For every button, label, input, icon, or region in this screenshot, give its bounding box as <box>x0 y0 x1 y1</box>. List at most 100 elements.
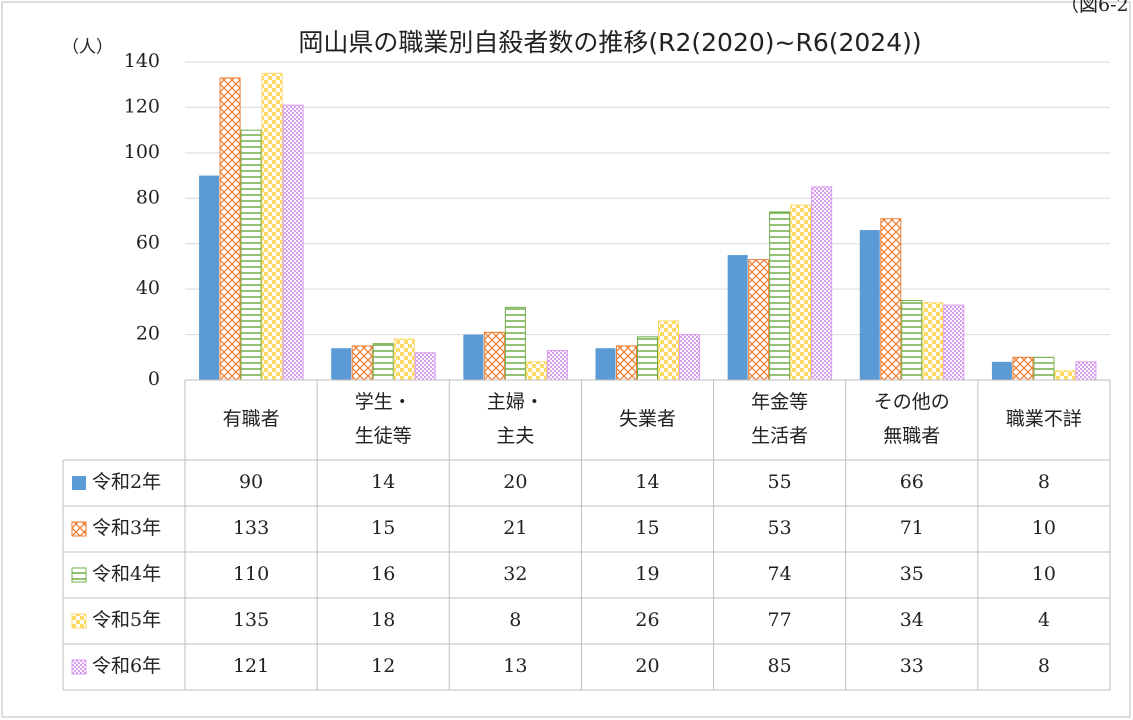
table-value: 32 <box>503 563 527 585</box>
table-value: 15 <box>635 517 659 539</box>
table-value: 19 <box>635 563 659 585</box>
table-value: 26 <box>635 609 659 631</box>
bar <box>331 348 352 380</box>
bar <box>372 343 394 381</box>
bar <box>859 230 880 380</box>
table-value: 18 <box>371 609 395 631</box>
y-tick-label: 80 <box>136 186 160 208</box>
legend-swatch <box>71 613 87 629</box>
table-value: 14 <box>371 471 395 493</box>
bar <box>616 345 637 381</box>
table-value: 13 <box>503 655 527 677</box>
table-value: 21 <box>503 517 527 539</box>
table-value: 20 <box>503 471 527 493</box>
bar <box>351 345 373 381</box>
bar <box>414 352 436 381</box>
bar <box>943 304 965 381</box>
bar <box>901 300 923 381</box>
bar <box>240 129 262 381</box>
category-label: その他の無職者 <box>874 391 950 447</box>
table-value: 133 <box>233 517 269 539</box>
bar <box>1075 361 1097 381</box>
bar <box>282 104 304 381</box>
category-label: 学生・生徒等 <box>355 391 412 447</box>
bar <box>393 338 415 381</box>
table-value: 35 <box>900 563 924 585</box>
bar <box>595 348 616 380</box>
bar <box>811 186 833 381</box>
table-value: 53 <box>768 517 792 539</box>
bar <box>219 77 241 381</box>
bar <box>658 320 679 381</box>
legend-swatch <box>71 659 87 675</box>
table-value: 34 <box>900 609 924 631</box>
bar <box>546 349 568 381</box>
legend-swatch <box>71 567 87 583</box>
chart-title: 岡山県の職業別自殺者数の推移(R2(2020)~R6(2024)) <box>298 28 921 57</box>
y-axis-label: （人） <box>62 38 113 58</box>
table-value: 55 <box>768 471 792 493</box>
legend-label: 令和5年 <box>92 609 161 631</box>
category-label: 有職者 <box>223 408 280 430</box>
table-value: 90 <box>239 471 263 493</box>
table-value: 121 <box>233 655 269 677</box>
legend-label: 令和3年 <box>92 517 161 539</box>
legend-label: 令和6年 <box>92 655 161 677</box>
table-value: 71 <box>900 517 924 539</box>
bar <box>504 306 526 381</box>
table-value: 16 <box>371 563 395 585</box>
bar <box>261 72 283 381</box>
legend-label: 令和2年 <box>92 471 161 493</box>
table-value: 20 <box>635 655 659 677</box>
bar <box>483 331 505 381</box>
bar <box>991 361 1012 380</box>
table-value: 14 <box>635 471 659 493</box>
y-tick-label: 20 <box>136 323 160 345</box>
legend-swatch <box>72 476 86 490</box>
bar <box>525 361 547 381</box>
bar <box>880 218 902 381</box>
category-label: 失業者 <box>619 408 676 430</box>
bar <box>922 302 944 381</box>
table-value: 8 <box>1038 655 1050 677</box>
bar <box>1054 370 1076 381</box>
table-value: 110 <box>233 563 269 585</box>
table-value: 8 <box>509 609 521 631</box>
figure-label: （図6-2 <box>1060 0 1129 16</box>
bar <box>790 204 812 381</box>
y-tick-label: 100 <box>124 141 160 163</box>
table-value: 66 <box>900 471 924 493</box>
bar <box>727 255 748 380</box>
y-tick-label: 40 <box>136 277 160 299</box>
table-value: 74 <box>768 563 792 585</box>
table-value: 8 <box>1038 471 1050 493</box>
table-value: 85 <box>768 655 792 677</box>
legend-label: 令和4年 <box>92 563 161 585</box>
bar <box>679 334 700 381</box>
table-value: 10 <box>1032 517 1056 539</box>
bar <box>637 336 658 381</box>
category-label: 主婦・主夫 <box>487 391 544 447</box>
y-tick-label: 0 <box>148 368 160 390</box>
y-tick-label: 60 <box>136 232 160 254</box>
table-value: 33 <box>900 655 924 677</box>
table-value: 12 <box>371 655 395 677</box>
table-value: 15 <box>371 517 395 539</box>
y-tick-label: 120 <box>124 95 160 117</box>
bar <box>1033 356 1055 381</box>
y-tick-label: 140 <box>124 50 160 72</box>
table-value: 4 <box>1038 609 1050 631</box>
bar <box>769 211 791 381</box>
bar <box>748 259 770 381</box>
table-value: 10 <box>1032 563 1056 585</box>
table-value: 77 <box>768 609 792 631</box>
table-value: 135 <box>233 609 269 631</box>
category-label: 年金等生活者 <box>751 391 808 447</box>
category-label: 職業不詳 <box>1006 408 1082 430</box>
bar <box>463 334 484 380</box>
legend-swatch <box>71 521 87 537</box>
bar <box>1012 356 1034 381</box>
bar <box>199 175 220 380</box>
